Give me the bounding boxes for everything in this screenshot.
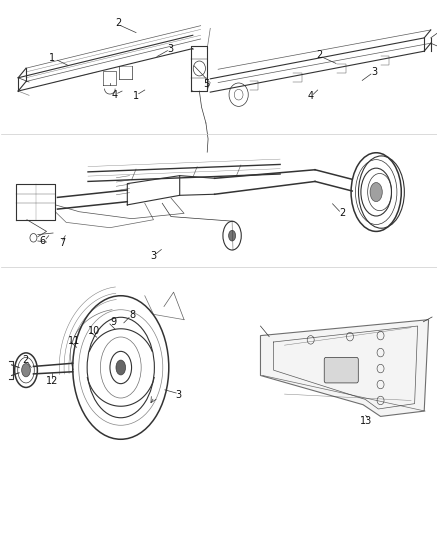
Text: 6: 6 xyxy=(39,236,46,246)
Text: 5: 5 xyxy=(204,79,210,89)
Ellipse shape xyxy=(21,364,30,377)
Ellipse shape xyxy=(370,182,382,201)
Ellipse shape xyxy=(116,360,126,375)
Text: 2: 2 xyxy=(339,208,345,219)
Text: 9: 9 xyxy=(110,317,117,327)
Text: 8: 8 xyxy=(130,310,136,320)
Text: 2: 2 xyxy=(22,355,28,365)
Text: 3: 3 xyxy=(150,251,156,261)
Text: 10: 10 xyxy=(88,326,100,336)
Text: 2: 2 xyxy=(316,50,322,60)
Text: 13: 13 xyxy=(360,416,372,426)
Polygon shape xyxy=(261,320,428,416)
FancyBboxPatch shape xyxy=(324,358,358,383)
Text: 7: 7 xyxy=(59,238,65,247)
Text: 4: 4 xyxy=(112,90,118,100)
Text: 1: 1 xyxy=(133,91,139,101)
Text: 1: 1 xyxy=(49,53,55,63)
Text: 12: 12 xyxy=(46,376,58,386)
Text: 3: 3 xyxy=(371,68,378,77)
Text: 2: 2 xyxy=(116,18,122,28)
Text: 4: 4 xyxy=(307,91,314,101)
Ellipse shape xyxy=(229,230,236,241)
Text: 11: 11 xyxy=(68,336,80,346)
Text: 3: 3 xyxy=(176,390,182,400)
Text: 3: 3 xyxy=(167,44,173,53)
